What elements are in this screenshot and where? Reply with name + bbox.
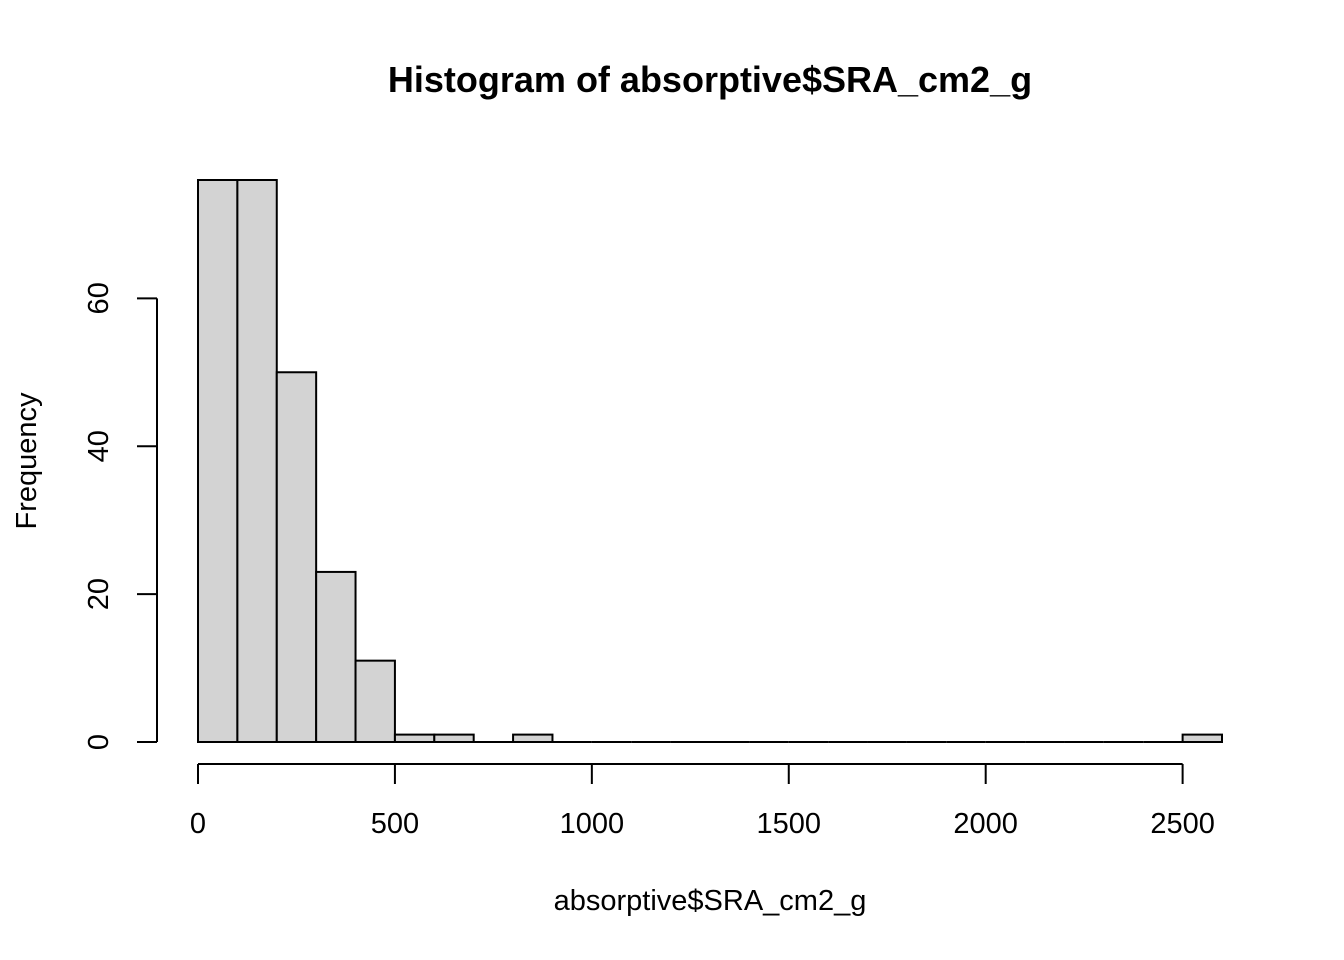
y-axis-label: Frequency [11,392,43,530]
histogram-bar-2 [275,371,318,743]
histogram-bar-5 [393,733,436,744]
y-tick-label-3: 60 [83,282,115,314]
histogram-bar-0 [197,179,239,743]
y-tick-label-1: 20 [83,578,115,610]
chart-title: Histogram of absorptive$SRA_cm2_g [388,59,1032,100]
y-axis: 0 20 40 60 [83,282,158,750]
bars-group [197,179,1223,744]
x-tick-label-2: 1000 [560,808,625,840]
x-tick-label-3: 1500 [757,808,822,840]
x-tick-label-5: 2500 [1150,808,1215,840]
histogram-bar-25 [1181,733,1223,744]
x-axis-label: absorptive$SRA_cm2_g [554,885,867,917]
x-tick-label-0: 0 [190,808,206,840]
histogram-bar-1 [236,179,278,743]
y-tick-label-0: 0 [83,734,115,750]
histogram-bar-6 [433,733,475,744]
x-tick-label-1: 500 [371,808,419,840]
histogram-bar-8 [512,733,554,744]
histogram-bar-4 [354,659,396,743]
y-tick-label-2: 40 [83,430,115,462]
x-tick-label-4: 2000 [953,808,1018,840]
histogram-bar-3 [315,570,357,744]
x-axis: 0 500 1000 1500 2000 2500 [190,763,1215,840]
